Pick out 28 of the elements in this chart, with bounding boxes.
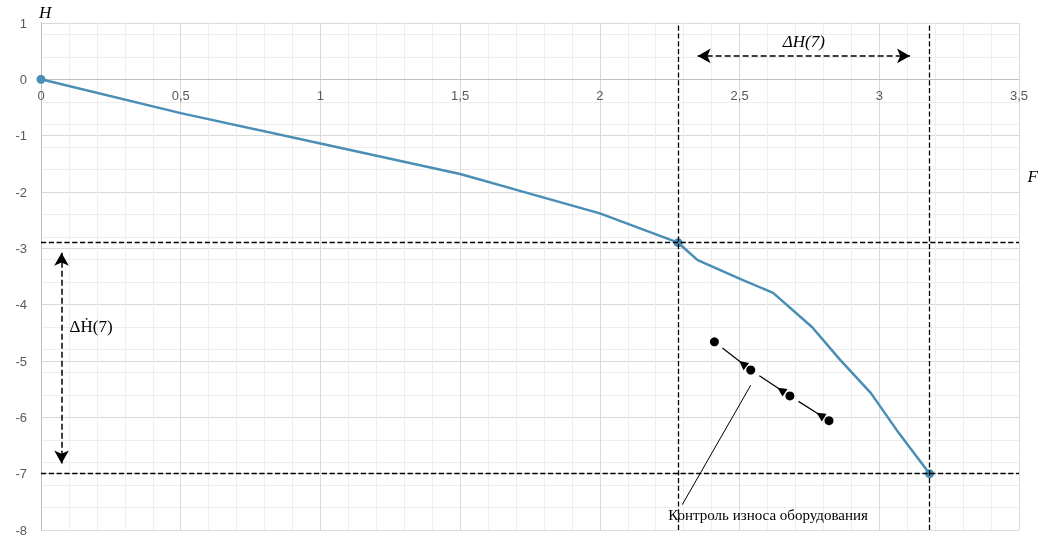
- x-tick-label: 3: [875, 88, 883, 104]
- annotation: ΔḢ(7): [69, 317, 113, 337]
- annotation: Контроль износа оборудования: [668, 507, 869, 524]
- y-tick-label: -7: [15, 466, 27, 482]
- x-tick-label: 0: [37, 88, 45, 104]
- point: [746, 365, 756, 375]
- y-tick-label: -5: [15, 353, 27, 369]
- y-tick-label: -6: [15, 409, 27, 425]
- y-axis-title: H: [38, 3, 53, 22]
- y-tick-label: 0: [19, 71, 27, 87]
- x-tick-label: 3,5: [1009, 88, 1029, 104]
- x-tick-label: 2,5: [730, 88, 749, 104]
- point: [709, 337, 719, 347]
- annotation: ΔH(7): [781, 31, 826, 51]
- x-tick-label: 1: [316, 88, 325, 104]
- point: [824, 416, 834, 426]
- y-tick-label: -1: [15, 128, 27, 144]
- x-tick-label: 2: [596, 88, 604, 104]
- y-tick-label: 1: [19, 15, 27, 31]
- x-tick-label: 1,5: [451, 88, 470, 104]
- y-tick-label: -4: [15, 297, 27, 313]
- point: [36, 74, 46, 84]
- x-tick-label: 0,5: [171, 88, 190, 104]
- x-axis-title: F: [1026, 167, 1039, 186]
- point: [785, 391, 795, 401]
- y-tick-label: -2: [15, 184, 27, 200]
- y-tick-label: -3: [15, 240, 27, 256]
- y-tick-label: -8: [15, 522, 27, 538]
